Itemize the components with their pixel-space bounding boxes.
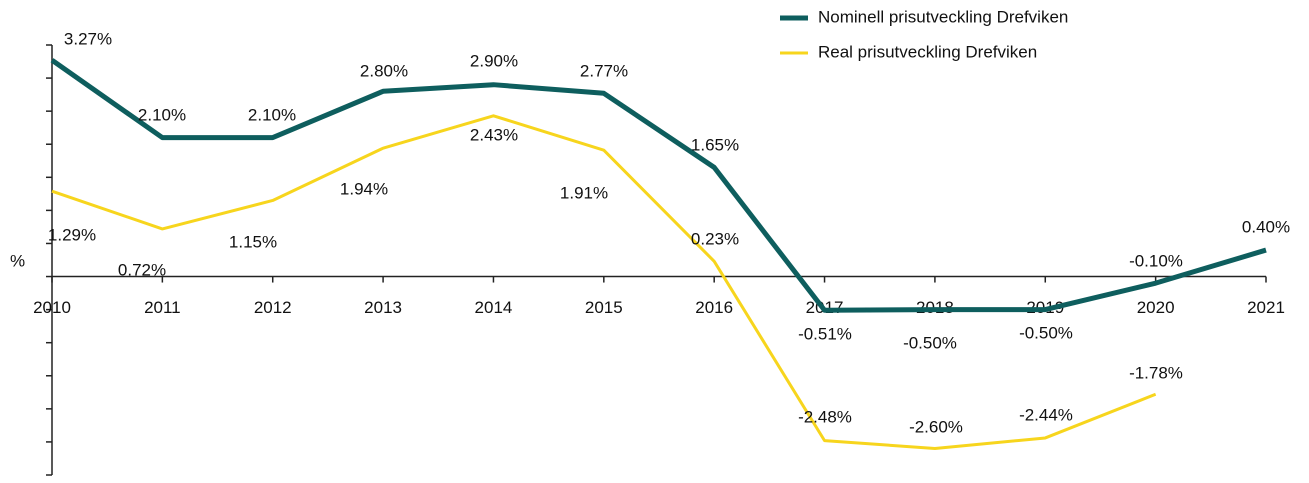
data-label: 2.10% [248,105,296,124]
data-label: 2.80% [360,61,408,80]
legend-label: Nominell prisutveckling Drefviken [818,7,1068,26]
x-tick-label: 2012 [254,298,292,317]
series-line [50,58,1267,313]
data-label: -0.50% [903,333,957,352]
data-label: 2.90% [470,51,518,70]
x-tick-label: 2015 [585,298,623,317]
data-label: -2.48% [798,407,852,426]
data-label: 2.43% [470,125,518,144]
data-label: 3.27% [64,29,112,48]
legend-label: Real prisutveckling Drefviken [818,42,1037,61]
data-label: -0.10% [1129,251,1183,270]
data-label: 1.29% [48,225,96,244]
data-label: 0.72% [118,260,166,279]
data-label: 2.77% [580,61,628,80]
data-label: -1.78% [1129,363,1183,382]
data-label: 1.94% [340,179,388,198]
x-tick-label: 2010 [33,298,71,317]
data-label: 0.23% [691,229,739,248]
data-label: 1.91% [560,183,608,202]
data-label: 1.15% [229,232,277,251]
data-label: 1.65% [691,135,739,154]
x-tick-label: 2011 [144,298,181,317]
series-line [51,114,1157,451]
data-label: -0.50% [1019,323,1073,342]
data-label: 0.40% [1242,217,1290,236]
x-tick-label: 2016 [695,298,733,317]
data-label: 2.10% [138,105,186,124]
y-axis-label: % [10,251,25,270]
data-label: -2.60% [909,417,963,436]
data-label: -0.51% [798,324,852,343]
x-tick-label: 2014 [475,298,513,317]
x-tick-label: 2013 [364,298,402,317]
x-tick-label: 2021 [1247,298,1285,317]
data-label: -2.44% [1019,405,1073,424]
x-tick-label: 2020 [1137,298,1175,317]
